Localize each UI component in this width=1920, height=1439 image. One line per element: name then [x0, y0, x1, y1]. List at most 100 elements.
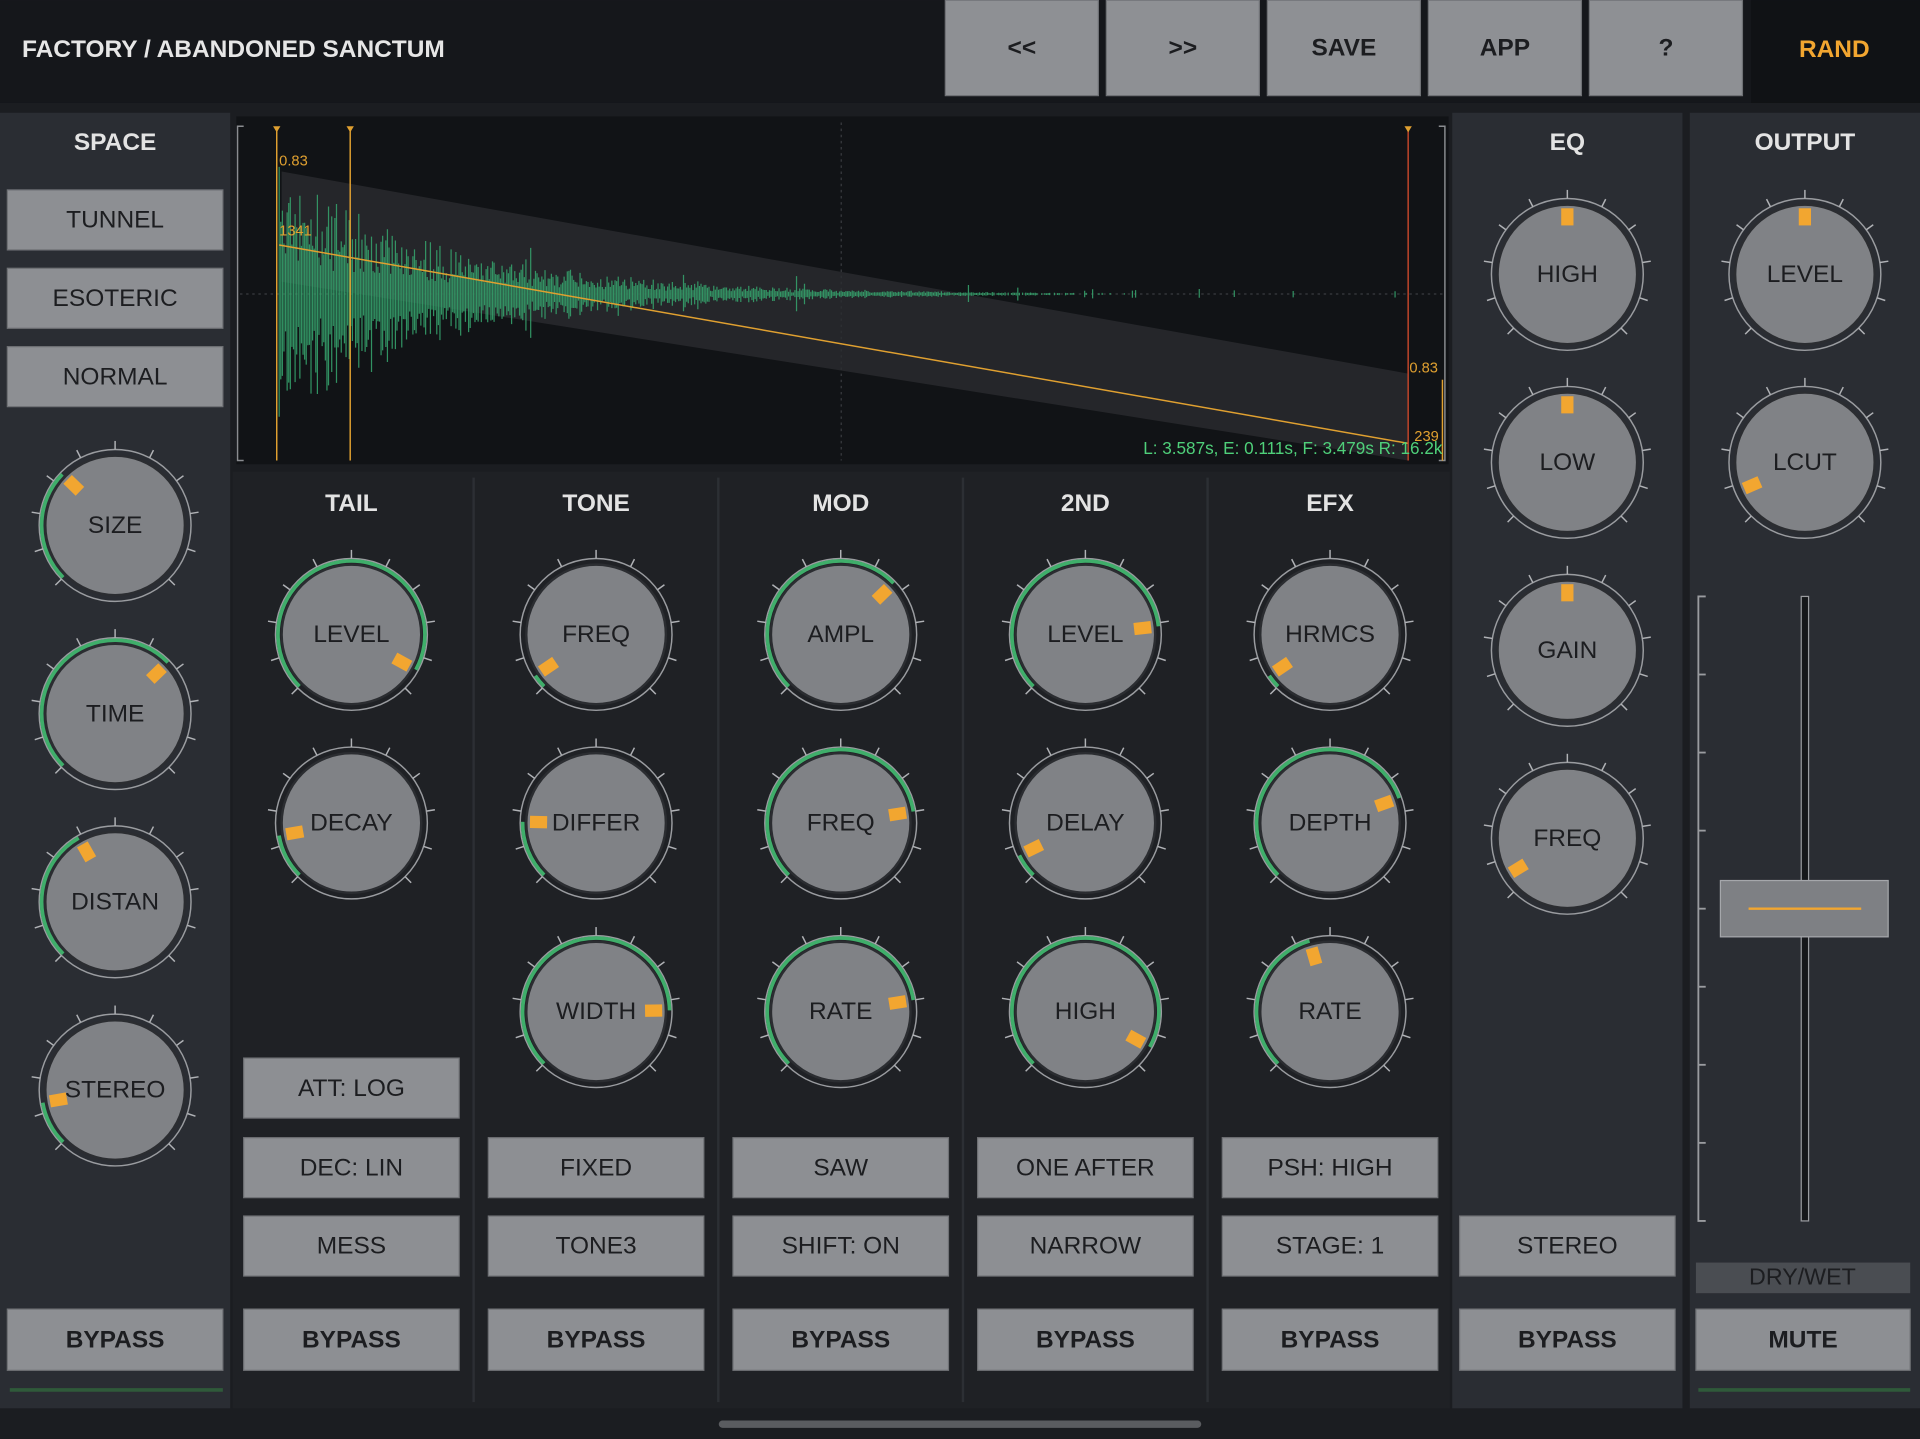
nav-button[interactable] [1427, 0, 1583, 97]
nav-button[interactable] [1266, 0, 1422, 97]
knob-body[interactable] [1014, 563, 1157, 706]
knob-body[interactable] [1259, 751, 1402, 894]
knob-tick [1486, 485, 1496, 490]
nav-button[interactable] [1105, 0, 1260, 97]
knob-body[interactable] [1014, 940, 1157, 1083]
knob-tick [1261, 772, 1270, 779]
knob-indicator [48, 1092, 68, 1108]
knob-label: HIGH [1055, 998, 1116, 1025]
option-button[interactable] [487, 1215, 705, 1277]
knob-tick [901, 961, 910, 968]
knob-indicator [1374, 794, 1395, 813]
knob-body[interactable] [1014, 751, 1157, 894]
knob-body[interactable] [769, 751, 912, 894]
knob-tick [915, 997, 925, 1001]
bypass-button[interactable] [243, 1308, 460, 1371]
mode-button-label: TUNNEL [66, 207, 164, 234]
knob-tick [629, 935, 636, 945]
knob-body[interactable] [44, 1019, 187, 1162]
knob-tick [874, 935, 880, 945]
knob-tick [1498, 224, 1507, 231]
knob-body[interactable] [1496, 203, 1639, 346]
knob-body[interactable] [1496, 767, 1639, 910]
option-button[interactable] [1221, 1215, 1439, 1277]
knob-indicator [888, 806, 908, 822]
option-button[interactable] [1221, 1137, 1439, 1199]
knob-body[interactable] [1496, 579, 1639, 722]
knob-tick [1016, 584, 1025, 591]
knob-tick [270, 657, 280, 662]
section-title: TONE [562, 490, 630, 517]
knob-body[interactable] [525, 751, 668, 894]
knob-body[interactable] [1496, 391, 1639, 534]
option-button[interactable] [977, 1137, 1194, 1199]
knob-tick [670, 997, 680, 1001]
option-button[interactable] [487, 1137, 705, 1199]
knob-tick [1249, 1034, 1259, 1039]
mute-button[interactable] [1695, 1308, 1911, 1371]
mode-button[interactable] [6, 189, 224, 251]
option-button[interactable] [732, 1215, 950, 1277]
knob-arc [520, 936, 672, 1065]
knob-tick [1838, 198, 1844, 208]
knob-body[interactable] [525, 940, 668, 1083]
knob-tick [1025, 876, 1033, 884]
knob-tick [515, 1034, 525, 1039]
knob-body[interactable] [280, 751, 423, 894]
dry-wet-box [1695, 1262, 1911, 1294]
knob-tick [1402, 1034, 1411, 1039]
knob-indicator [1561, 208, 1574, 226]
knob-tick [535, 876, 543, 884]
knob-tick [1246, 620, 1256, 624]
option-button[interactable] [977, 1215, 1194, 1277]
knob-tick [1001, 620, 1011, 624]
knob-tick [1157, 657, 1166, 662]
section-title: 2ND [1061, 490, 1110, 517]
bypass-button[interactable] [1458, 1308, 1676, 1371]
knob-body[interactable] [44, 830, 187, 973]
knob-arc [39, 836, 80, 956]
bypass-button[interactable] [732, 1308, 950, 1371]
knob-body[interactable] [1733, 391, 1876, 534]
knob-body[interactable] [525, 563, 668, 706]
knob-tick [1724, 297, 1733, 302]
knob-tick [1119, 747, 1125, 756]
bypass-button[interactable] [487, 1308, 705, 1371]
envelope-line [279, 244, 1409, 445]
knob-body[interactable] [1259, 563, 1402, 706]
knob-body[interactable] [769, 940, 912, 1083]
bypass-button[interactable] [6, 1308, 224, 1371]
display-label: 239 [1414, 429, 1439, 445]
knob-body[interactable] [1733, 203, 1876, 346]
nav-button[interactable] [944, 0, 1099, 97]
knob-tick [1157, 1034, 1166, 1039]
option-button[interactable] [243, 1057, 460, 1119]
bypass-button[interactable] [1221, 1308, 1439, 1371]
knob-tick [874, 558, 880, 568]
nav-button[interactable] [1588, 0, 1744, 97]
knob-tick [1483, 448, 1493, 452]
mode-button[interactable] [6, 346, 224, 408]
knob-tick [423, 845, 433, 850]
option-button[interactable] [243, 1137, 460, 1199]
knob-tick [893, 1064, 901, 1072]
option-button[interactable] [243, 1215, 460, 1277]
rand-button[interactable]: RAND [1799, 36, 1870, 63]
knob-tick [1528, 762, 1534, 771]
knob-arc [1254, 939, 1311, 1065]
knob-arc [39, 638, 170, 767]
knob-tick [1639, 485, 1648, 490]
knob-tick [912, 657, 922, 662]
mode-button[interactable] [6, 267, 224, 329]
knob-arc [1010, 936, 1161, 1065]
knob-tick [291, 687, 299, 695]
option-button[interactable] [732, 1137, 950, 1199]
knob-tick [1249, 657, 1259, 662]
option-button[interactable] [1458, 1215, 1676, 1277]
knob-body[interactable] [280, 563, 423, 706]
knob-tick [1639, 861, 1648, 866]
knob-tick [1721, 448, 1731, 452]
knob-tick [187, 736, 196, 741]
bypass-button[interactable] [977, 1308, 1194, 1371]
knob-body[interactable] [1259, 940, 1402, 1083]
